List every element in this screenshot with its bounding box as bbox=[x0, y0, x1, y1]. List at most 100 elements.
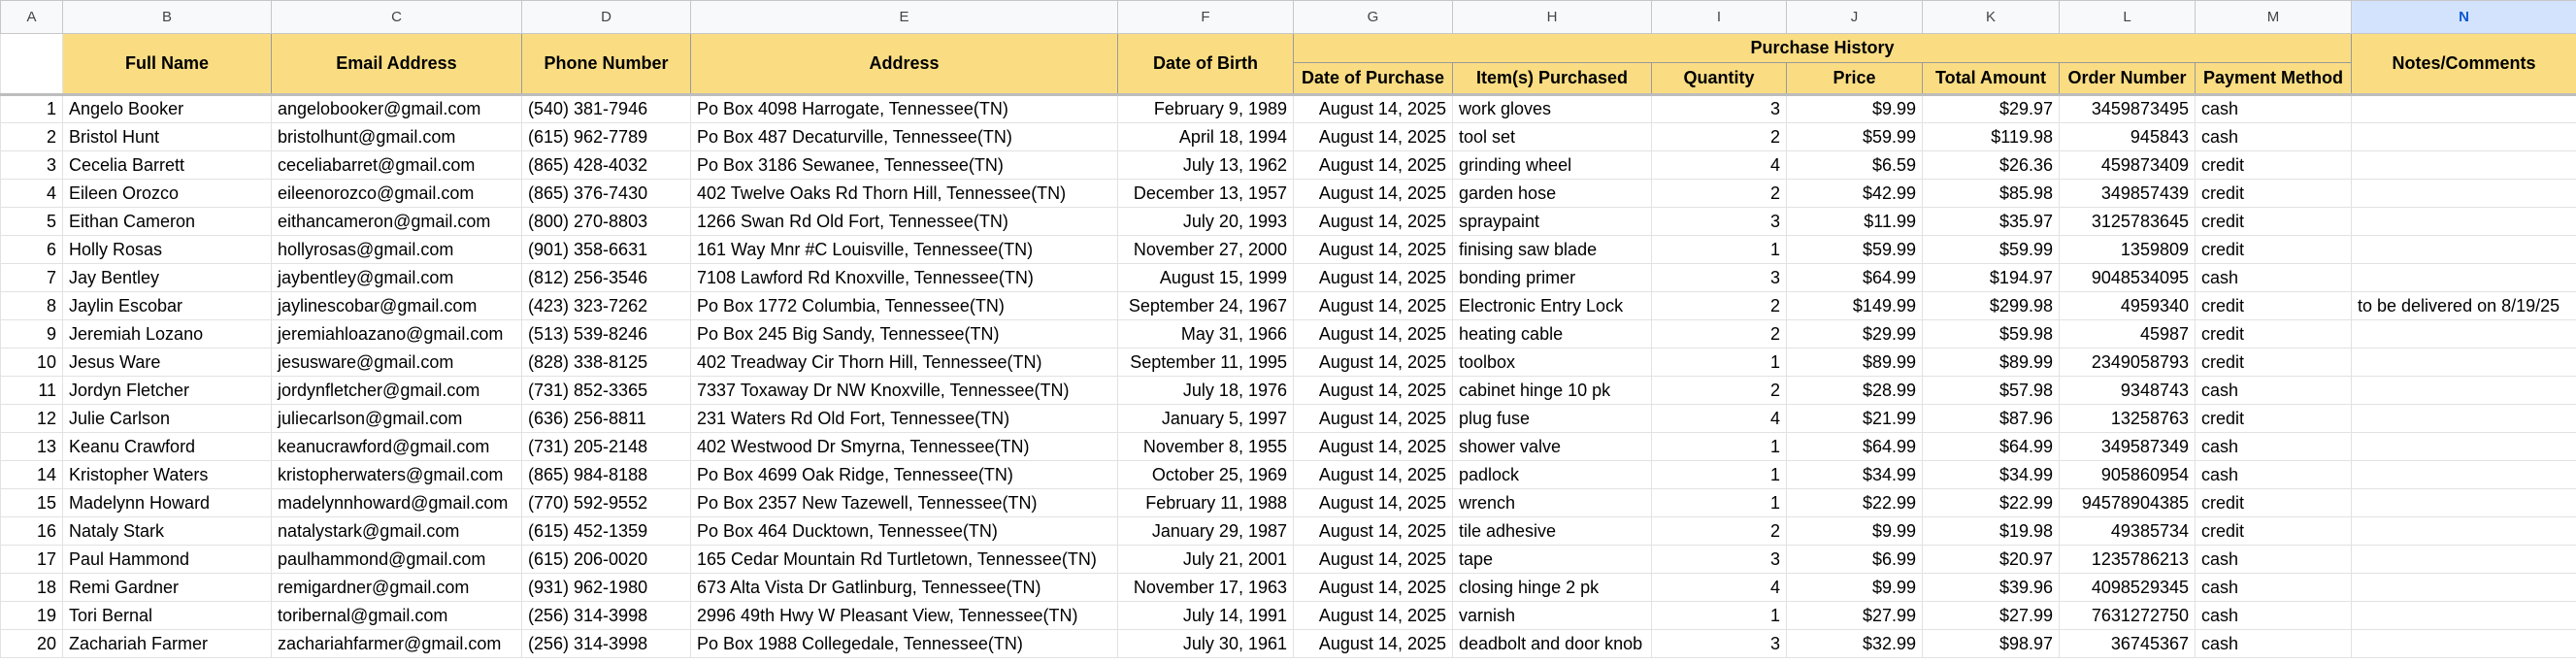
column-letter[interactable]: I bbox=[1651, 0, 1787, 34]
purchase-date: August 14, 2025 bbox=[1293, 573, 1453, 602]
purchase-date: August 14, 2025 bbox=[1293, 488, 1453, 517]
row-number: 1 bbox=[0, 93, 63, 123]
column-letter[interactable]: E bbox=[690, 0, 1118, 34]
purchase-date: August 14, 2025 bbox=[1293, 404, 1453, 433]
quantity: 3 bbox=[1651, 629, 1787, 658]
address: Po Box 464 Ducktown, Tennessee(TN) bbox=[690, 516, 1118, 546]
phone: (901) 358-6631 bbox=[521, 235, 691, 264]
order-number: 7631272750 bbox=[2059, 601, 2196, 630]
price: $9.99 bbox=[1786, 516, 1923, 546]
phone: (865) 428-4032 bbox=[521, 150, 691, 180]
notes bbox=[2351, 122, 2576, 151]
quantity: 2 bbox=[1651, 122, 1787, 151]
price: $29.99 bbox=[1786, 319, 1923, 349]
purchase-date: August 14, 2025 bbox=[1293, 348, 1453, 377]
date-of-birth: January 5, 1997 bbox=[1117, 404, 1294, 433]
payment-method: cash bbox=[2195, 629, 2352, 658]
order-number: 1235786213 bbox=[2059, 545, 2196, 574]
payment-method: cash bbox=[2195, 545, 2352, 574]
total: $87.96 bbox=[1922, 404, 2060, 433]
address: Po Box 487 Decaturville, Tennessee(TN) bbox=[690, 122, 1118, 151]
payment-method: credit bbox=[2195, 516, 2352, 546]
column-letter[interactable]: F bbox=[1117, 0, 1294, 34]
email: zachariahfarmer@gmail.com bbox=[271, 629, 522, 658]
item: Electronic Entry Lock bbox=[1452, 291, 1652, 320]
order-number: 36745367 bbox=[2059, 629, 2196, 658]
price: $22.99 bbox=[1786, 488, 1923, 517]
address: 165 Cedar Mountain Rd Turtletown, Tennes… bbox=[690, 545, 1118, 574]
data-row: 9 Jeremiah Lozano jeremiahloazano@gmail.co… bbox=[0, 319, 2576, 349]
date-of-birth: July 21, 2001 bbox=[1117, 545, 1294, 574]
total: $27.99 bbox=[1922, 601, 2060, 630]
item: deadbolt and door knob bbox=[1452, 629, 1652, 658]
total: $35.97 bbox=[1922, 207, 2060, 236]
column-letter[interactable]: H bbox=[1452, 0, 1652, 34]
order-number: 3125783645 bbox=[2059, 207, 2196, 236]
column-letter[interactable]: L bbox=[2059, 0, 2196, 34]
address: Po Box 245 Big Sandy, Tennessee(TN) bbox=[690, 319, 1118, 349]
address: Po Box 2357 New Tazewell, Tennessee(TN) bbox=[690, 488, 1118, 517]
order-number: 4959340 bbox=[2059, 291, 2196, 320]
quantity: 2 bbox=[1651, 516, 1787, 546]
quantity: 3 bbox=[1651, 207, 1787, 236]
column-letter[interactable]: B bbox=[62, 0, 272, 34]
column-letter[interactable]: J bbox=[1786, 0, 1923, 34]
total: $57.98 bbox=[1922, 376, 2060, 405]
price: $59.99 bbox=[1786, 122, 1923, 151]
address: 1266 Swan Rd Old Fort, Tennessee(TN) bbox=[690, 207, 1118, 236]
item: tape bbox=[1452, 545, 1652, 574]
data-row: 14 Kristopher Waters kristopherwaters@gmai… bbox=[0, 460, 2576, 489]
column-letter[interactable]: K bbox=[1922, 0, 2060, 34]
total: $59.98 bbox=[1922, 319, 2060, 349]
price: $6.59 bbox=[1786, 150, 1923, 180]
date-of-birth: July 18, 1976 bbox=[1117, 376, 1294, 405]
address: Po Box 1772 Columbia, Tennessee(TN) bbox=[690, 291, 1118, 320]
data-row: 7 Jay Bentley jaybentley@gmail.com (812) 25… bbox=[0, 263, 2576, 292]
column-letter[interactable]: C bbox=[271, 0, 522, 34]
total: $26.36 bbox=[1922, 150, 2060, 180]
order-number: 349857439 bbox=[2059, 179, 2196, 208]
payment-method: cash bbox=[2195, 263, 2352, 292]
payment-method: cash bbox=[2195, 376, 2352, 405]
date-of-birth: September 24, 1967 bbox=[1117, 291, 1294, 320]
date-of-birth: November 17, 1963 bbox=[1117, 573, 1294, 602]
row-number: 6 bbox=[0, 235, 63, 264]
column-letter[interactable]: A bbox=[0, 0, 63, 34]
order-number: 49385734 bbox=[2059, 516, 2196, 546]
payment-method: cash bbox=[2195, 460, 2352, 489]
sub-header-cell: Price bbox=[1786, 62, 1923, 95]
price: $28.99 bbox=[1786, 376, 1923, 405]
date-of-birth: February 11, 1988 bbox=[1117, 488, 1294, 517]
column-letter[interactable]: M bbox=[2195, 0, 2352, 34]
notes bbox=[2351, 601, 2576, 630]
order-number: 1359809 bbox=[2059, 235, 2196, 264]
notes bbox=[2351, 348, 2576, 377]
notes bbox=[2351, 404, 2576, 433]
sub-header-cell: Payment Method bbox=[2195, 62, 2352, 95]
column-letter[interactable]: G bbox=[1293, 0, 1453, 34]
phone: (770) 592-9552 bbox=[521, 488, 691, 517]
item: shower valve bbox=[1452, 432, 1652, 461]
address: 402 Twelve Oaks Rd Thorn Hill, Tennessee… bbox=[690, 179, 1118, 208]
address: 231 Waters Rd Old Fort, Tennessee(TN) bbox=[690, 404, 1118, 433]
total: $29.97 bbox=[1922, 93, 2060, 123]
email: keanucrawford@gmail.com bbox=[271, 432, 522, 461]
price: $34.99 bbox=[1786, 460, 1923, 489]
email: hollyrosas@gmail.com bbox=[271, 235, 522, 264]
data-row: 17 Paul Hammond paulhammond@gmail.com (615)… bbox=[0, 545, 2576, 574]
date-of-birth: November 27, 2000 bbox=[1117, 235, 1294, 264]
date-of-birth: August 15, 1999 bbox=[1117, 263, 1294, 292]
email: jeremiahloazano@gmail.com bbox=[271, 319, 522, 349]
row-number: 16 bbox=[0, 516, 63, 546]
payment-method: credit bbox=[2195, 488, 2352, 517]
notes bbox=[2351, 573, 2576, 602]
phone: (256) 314-3998 bbox=[521, 601, 691, 630]
column-letter[interactable]: N bbox=[2351, 0, 2576, 34]
order-number: 4098529345 bbox=[2059, 573, 2196, 602]
quantity: 3 bbox=[1651, 545, 1787, 574]
email: jaybentley@gmail.com bbox=[271, 263, 522, 292]
column-letter[interactable]: D bbox=[521, 0, 691, 34]
quantity: 4 bbox=[1651, 150, 1787, 180]
full-name: Julie Carlson bbox=[62, 404, 272, 433]
